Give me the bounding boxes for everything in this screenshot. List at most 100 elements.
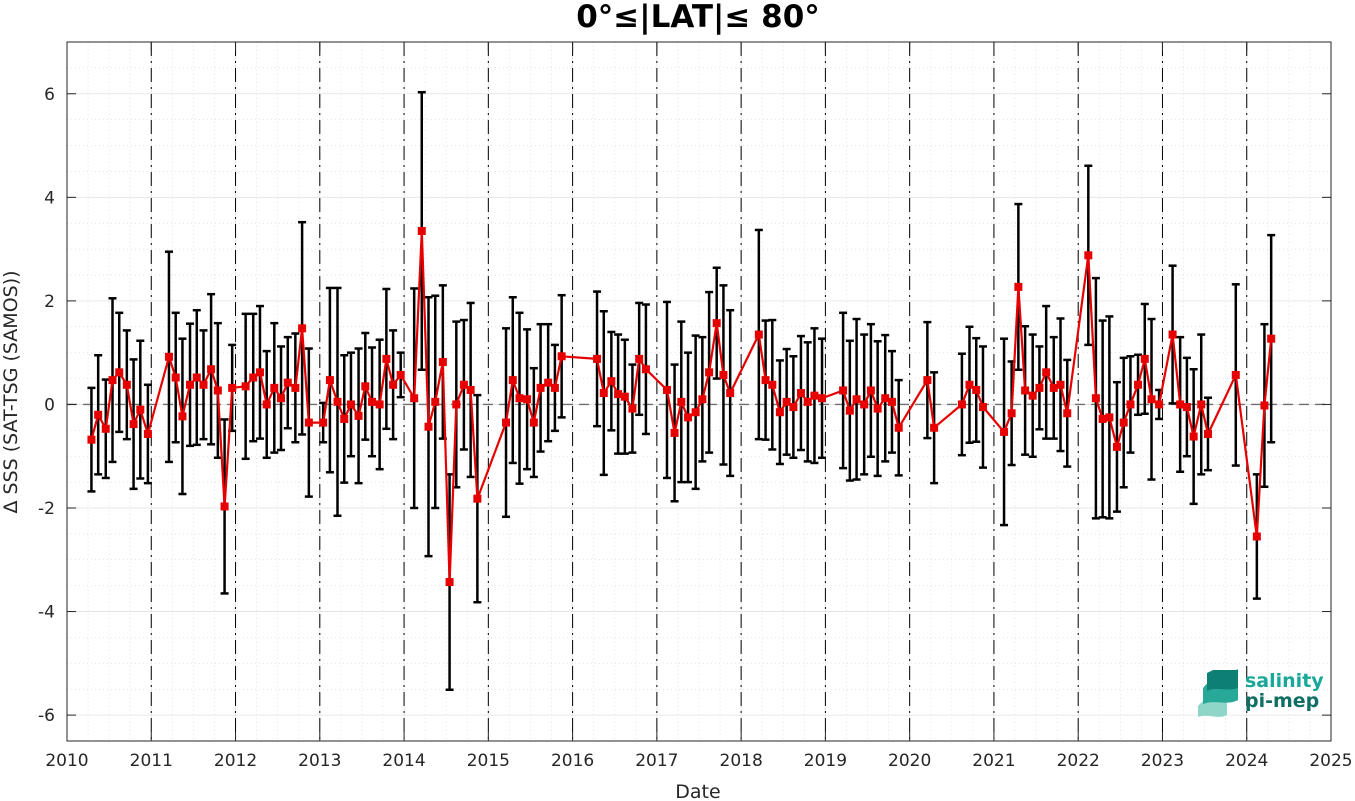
data-point-marker bbox=[1203, 429, 1212, 438]
x-tick-label: 2013 bbox=[298, 751, 341, 771]
data-point-marker bbox=[515, 394, 524, 403]
data-point-marker bbox=[1189, 432, 1198, 441]
data-point-marker bbox=[881, 394, 890, 403]
data-point-marker bbox=[108, 376, 117, 385]
data-point-marker bbox=[726, 389, 735, 398]
data-point-marker bbox=[186, 380, 195, 389]
x-tick-label: 2018 bbox=[720, 751, 763, 771]
data-point-marker bbox=[270, 383, 279, 392]
data-point-marker bbox=[670, 428, 679, 437]
y-tick-label: -4 bbox=[38, 603, 55, 623]
data-point-marker bbox=[466, 385, 475, 394]
data-point-marker bbox=[607, 377, 616, 386]
data-point-marker bbox=[599, 389, 608, 398]
data-point-marker bbox=[1021, 386, 1030, 395]
data-point-marker bbox=[502, 418, 511, 427]
x-tick-label: 2015 bbox=[467, 751, 510, 771]
data-point-marker bbox=[1098, 414, 1107, 423]
data-point-marker bbox=[1134, 380, 1143, 389]
data-point-marker bbox=[719, 370, 728, 379]
data-point-marker bbox=[1252, 532, 1261, 541]
data-point-marker bbox=[438, 357, 447, 366]
data-point-marker bbox=[1147, 395, 1156, 404]
data-point-marker bbox=[930, 423, 939, 432]
data-point-marker bbox=[508, 376, 517, 385]
data-point-marker bbox=[473, 494, 482, 503]
data-point-marker bbox=[662, 385, 671, 394]
data-point-marker bbox=[894, 423, 903, 432]
data-point-marker bbox=[346, 400, 355, 409]
data-point-marker bbox=[171, 373, 180, 382]
data-point-marker bbox=[1063, 409, 1072, 418]
data-point-marker bbox=[136, 405, 145, 414]
x-axis-label: Date bbox=[675, 781, 720, 801]
data-point-marker bbox=[192, 373, 201, 382]
data-point-marker bbox=[1042, 368, 1051, 377]
data-point-marker bbox=[431, 397, 440, 406]
data-point-marker bbox=[228, 383, 237, 392]
data-point-marker bbox=[923, 376, 932, 385]
data-point-marker bbox=[1091, 394, 1100, 403]
data-point-marker bbox=[803, 397, 812, 406]
data-point-marker bbox=[396, 370, 405, 379]
data-point-marker bbox=[529, 418, 538, 427]
y-tick-labels: -6 -4 -2 0 2 4 6 bbox=[38, 85, 55, 726]
data-point-marker bbox=[101, 424, 110, 433]
data-point-marker bbox=[845, 406, 854, 415]
data-point-marker bbox=[593, 354, 602, 363]
data-point-marker bbox=[368, 397, 377, 406]
data-point-marker bbox=[115, 368, 124, 377]
data-point-marker bbox=[1014, 282, 1023, 291]
data-point-marker bbox=[1182, 403, 1191, 412]
x-tick-label: 2020 bbox=[888, 751, 931, 771]
data-point-marker bbox=[796, 389, 805, 398]
data-point-marker bbox=[705, 368, 714, 377]
data-point-marker bbox=[410, 394, 419, 403]
grid-layer bbox=[66, 41, 1332, 742]
chart-title: 0°≤|LAT|≤ 80° bbox=[576, 0, 820, 35]
data-point-marker bbox=[810, 391, 819, 400]
data-point-marker bbox=[304, 418, 313, 427]
data-point-marker bbox=[1105, 413, 1114, 422]
data-point-marker bbox=[1176, 400, 1185, 409]
x-tick-label: 2021 bbox=[972, 751, 1015, 771]
data-point-marker bbox=[143, 429, 152, 438]
data-point-marker bbox=[818, 394, 827, 403]
data-point-marker bbox=[775, 408, 784, 417]
data-point-marker bbox=[1007, 409, 1016, 418]
data-point-marker bbox=[839, 386, 848, 395]
x-tick-label: 2019 bbox=[804, 751, 847, 771]
data-point-marker bbox=[249, 373, 258, 382]
data-point-marker bbox=[852, 395, 861, 404]
data-point-marker bbox=[873, 404, 882, 413]
data-point-marker bbox=[220, 502, 229, 511]
data-point-marker bbox=[291, 383, 300, 392]
data-point-marker bbox=[207, 365, 216, 374]
errorbar-layer bbox=[87, 90, 1276, 691]
data-point-marker bbox=[761, 376, 770, 385]
data-point-marker bbox=[860, 400, 869, 409]
data-point-marker bbox=[129, 420, 138, 429]
x-tick-label: 2010 bbox=[45, 751, 88, 771]
data-point-marker bbox=[417, 226, 426, 235]
data-point-marker bbox=[445, 578, 454, 587]
data-point-marker bbox=[325, 376, 334, 385]
data-point-marker bbox=[213, 386, 222, 395]
data-point-marker bbox=[298, 324, 307, 333]
y-tick-label: 4 bbox=[44, 188, 55, 208]
x-tick-label: 2014 bbox=[382, 751, 425, 771]
data-point-marker bbox=[319, 418, 328, 427]
data-point-marker bbox=[628, 404, 637, 413]
data-point-marker bbox=[635, 354, 644, 363]
data-point-marker bbox=[1267, 334, 1276, 343]
data-point-marker bbox=[972, 385, 981, 394]
data-point-marker bbox=[340, 414, 349, 423]
data-point-marker bbox=[614, 390, 623, 399]
data-point-marker bbox=[333, 397, 342, 406]
data-point-marker bbox=[122, 380, 131, 389]
x-tick-label: 2022 bbox=[1057, 751, 1100, 771]
data-point-marker bbox=[957, 400, 966, 409]
data-point-marker bbox=[712, 319, 721, 328]
plot-frame bbox=[66, 41, 1332, 742]
